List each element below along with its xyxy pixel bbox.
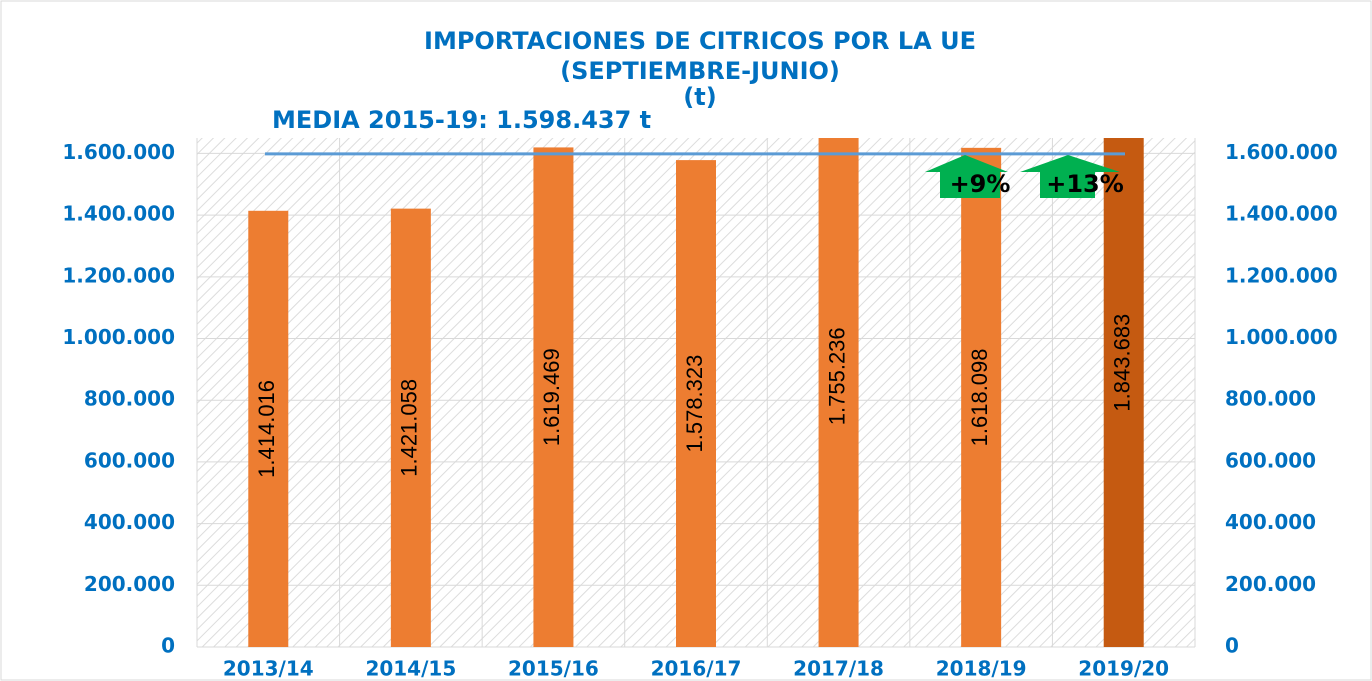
arrow [925,155,1008,198]
value-label: 1.578.323 [682,355,707,453]
mean-label: MEDIA 2015-19: 1.598.437 t [272,106,651,134]
chart-subtitle: (SEPTIEMBRE-JUNIO) [560,57,840,85]
y2-tick-label: 1.600.000 [1225,140,1338,164]
value-label: 1.618.098 [967,348,992,446]
y2-tick-label: 0 [1225,634,1239,658]
bar [248,210,289,647]
y2-tick-label: 200.000 [1225,572,1316,596]
annotation: +9% [950,170,1011,198]
y-tick-label: 200.000 [84,572,175,596]
x-tick-label: 2014/15 [365,657,456,681]
value-label: 1.619.469 [539,348,564,446]
unit-label: (t) [683,83,716,111]
y-tick-label: 400.000 [84,510,175,534]
value-label: 1.414.016 [254,380,279,478]
value-label: 1.843.683 [1110,314,1135,412]
x-tick-label: 2013/14 [223,657,314,681]
y-tick-label: 600.000 [84,448,175,472]
x-tick-label: 2016/17 [651,657,742,681]
annotation: +13% [1046,170,1124,198]
y-tick-label: 1.000.000 [62,325,175,349]
bar [390,208,431,647]
y-tick-label: 0 [161,634,175,658]
y2-tick-label: 600.000 [1225,448,1316,472]
y-tick-label: 1.200.000 [62,263,175,287]
bar [676,160,716,647]
chart-title: IMPORTACIONES DE CITRICOS POR LA UE [424,27,976,55]
y-tick-label: 800.000 [84,387,175,411]
bar [533,147,574,647]
y2-tick-label: 1.200.000 [1225,263,1338,287]
bar [961,147,1002,647]
y-tick-label: 1.600.000 [62,140,175,164]
y2-tick-label: 1.000.000 [1225,325,1338,349]
arrow [1020,155,1120,198]
y-tick-label: 1.400.000 [62,202,175,226]
value-label: 1.421.058 [397,379,422,477]
y2-tick-label: 800.000 [1225,387,1316,411]
bar [1103,138,1144,647]
y2-tick-label: 400.000 [1225,510,1316,534]
x-tick-label: 2019/20 [1078,657,1169,681]
bar [818,138,859,647]
x-tick-label: 2015/16 [508,657,599,681]
y2-tick-label: 1.400.000 [1225,202,1338,226]
x-tick-label: 2018/19 [936,657,1027,681]
x-tick-label: 2017/18 [793,657,884,681]
value-label: 1.755.236 [824,327,849,425]
